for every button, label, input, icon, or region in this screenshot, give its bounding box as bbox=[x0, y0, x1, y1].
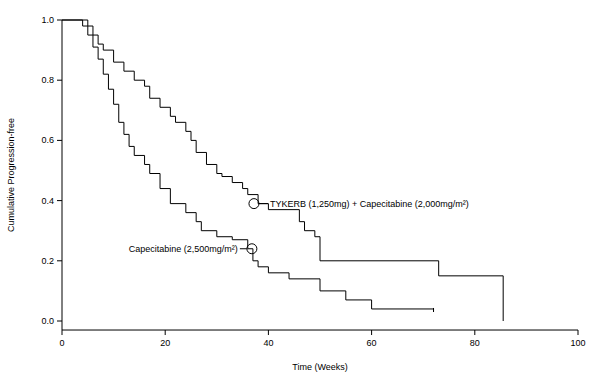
x-tick bbox=[474, 330, 475, 335]
censor-tick bbox=[433, 308, 434, 312]
x-tick bbox=[62, 330, 63, 335]
x-tick-label: 100 bbox=[570, 338, 585, 348]
y-tick bbox=[57, 200, 62, 201]
y-tick-label: 0.0 bbox=[41, 316, 54, 326]
y-tick-label: 0.4 bbox=[41, 196, 54, 206]
plot-area bbox=[62, 20, 503, 321]
x-tick bbox=[578, 330, 579, 335]
y-tick-label: 0.2 bbox=[41, 256, 54, 266]
leader-line bbox=[240, 248, 247, 249]
x-tick bbox=[165, 330, 166, 335]
y-tick bbox=[57, 321, 62, 322]
km-curve bbox=[62, 20, 503, 321]
x-axis-label: Time (Weeks) bbox=[292, 362, 348, 372]
chart: 0.0 0.2 0.4 0.6 0.8 1.0 0 20 40 60 80 100 Time (Week… bbox=[0, 0, 596, 387]
leader-line bbox=[259, 203, 268, 204]
y-tick bbox=[57, 20, 62, 21]
annotation-marker bbox=[249, 199, 259, 209]
x-tick-label: 0 bbox=[59, 338, 64, 348]
x-tick bbox=[371, 330, 372, 335]
x-tick-label: 80 bbox=[470, 338, 480, 348]
y-tick-label: 1.0 bbox=[41, 15, 54, 25]
y-tick-label: 0.8 bbox=[41, 75, 54, 85]
x-axis bbox=[62, 330, 578, 331]
y-tick bbox=[57, 80, 62, 81]
annotation-label: Capecitabine (2,500mg/m²) bbox=[129, 244, 238, 254]
x-tick-label: 20 bbox=[160, 338, 170, 348]
y-axis bbox=[62, 20, 63, 330]
x-tick-label: 40 bbox=[263, 338, 273, 348]
annotation-label: TYKERB (1,250mg) + Capecitabine (2,000mg… bbox=[270, 199, 469, 209]
annotation-marker bbox=[247, 244, 257, 254]
x-tick-label: 60 bbox=[367, 338, 377, 348]
x-tick bbox=[268, 330, 269, 335]
y-tick bbox=[57, 260, 62, 261]
y-tick-label: 0.6 bbox=[41, 135, 54, 145]
y-axis-label: Cumulative Progression-free bbox=[6, 118, 16, 232]
km-curve bbox=[62, 20, 434, 312]
y-tick bbox=[57, 140, 62, 141]
